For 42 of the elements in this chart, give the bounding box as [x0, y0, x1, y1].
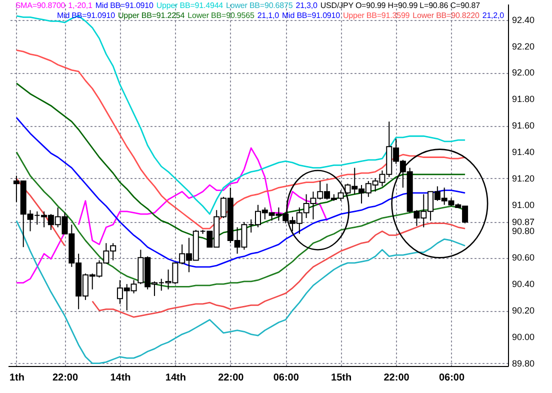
annotation: 1,-20,1 [68, 1, 92, 11]
x-tick-label: 14th [165, 372, 186, 384]
y-tick-label: 90.20 [512, 306, 535, 316]
text: 21,2,0 [482, 11, 504, 21]
line-series [16, 220, 466, 364]
x-tick-label: 1th [9, 372, 24, 384]
y-tick-label: 90.00 [512, 332, 535, 342]
y-tick-label: 92.20 [512, 41, 535, 52]
y-tick-label: 91.20 [512, 173, 535, 184]
y-tick-label: 91.80 [512, 94, 535, 104]
x-tick-label: 06:00 [438, 372, 465, 384]
annotation: Mid BB=91.0910 [282, 11, 340, 21]
text: SMA=90.8700 [15, 1, 66, 11]
y-tick-label: 90.60 [512, 252, 535, 263]
x-tick-label: 22:00 [52, 372, 78, 384]
y-tick-label: 91.60 [512, 120, 535, 131]
text: Lower BB=90.6875 [226, 1, 293, 11]
y-tick-label: 90.80 [512, 226, 535, 236]
y-tick-label: 90.87 [512, 216, 535, 227]
text: Upper BB=91.3599 [342, 11, 410, 21]
x-tick-label: 22:00 [384, 372, 410, 384]
x-tick-label: 22:00 [218, 372, 244, 384]
text: Upper BB=91.2254 [118, 11, 185, 21]
text: Lower BB=90.8220 [412, 11, 480, 21]
text: Mid BB=91.0910 [95, 1, 154, 11]
text: Upper BB=91.4944 [156, 1, 224, 11]
annotation: Mid BB=91.0910 [56, 11, 115, 21]
y-tick-label: 91.40 [512, 146, 535, 157]
y-tick-label: 89.80 [512, 358, 535, 368]
line-series [16, 116, 466, 268]
y-tick-label: 91.00 [512, 200, 535, 210]
chart-title: USD/JPY O=90.99 H=90.99 L=90.86 C=90.87 [320, 1, 480, 11]
x-tick-label: 06:00 [273, 372, 300, 384]
annotation: 21,3,0 [296, 1, 318, 11]
annotation: 21,1,0 [257, 11, 279, 21]
y-tick-label: 92.40 [512, 14, 535, 25]
x-tick-label: 14th [110, 372, 131, 384]
y-tick-label: 90.40 [512, 279, 535, 290]
text: Lower BB=90.9565 [188, 11, 254, 21]
line-series [16, 50, 466, 230]
x-tick-label: 15th [331, 372, 352, 384]
y-tick-label: 92.00 [512, 68, 535, 78]
